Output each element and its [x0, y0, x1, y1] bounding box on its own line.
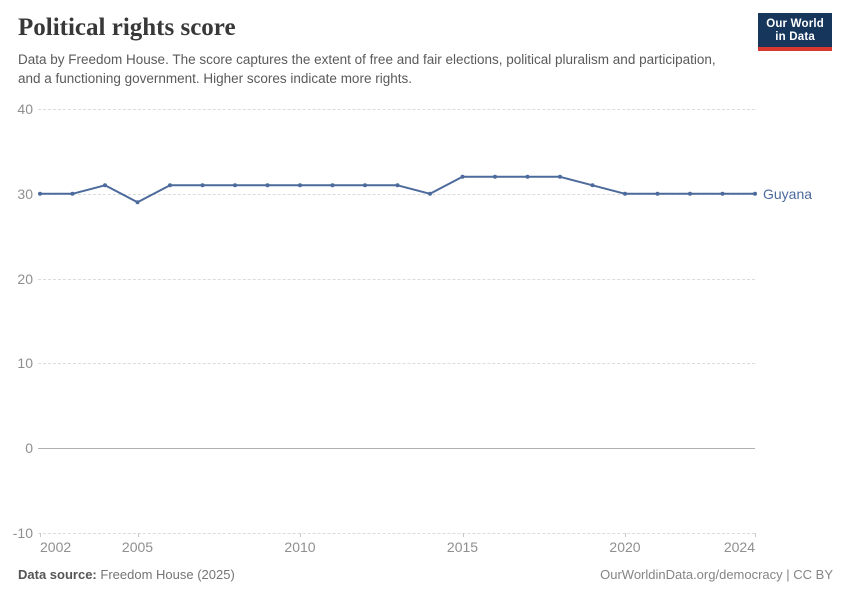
x-axis-label: 2020: [609, 538, 641, 555]
x-axis-tick: [755, 532, 756, 537]
owid-logo-line2: in Data: [775, 31, 815, 43]
y-axis-label: -10: [12, 524, 33, 541]
y-axis-label: 0: [25, 440, 33, 456]
y-axis-label: 10: [17, 355, 33, 372]
x-axis-tick: [462, 532, 464, 537]
chart-title: Political rights score: [18, 14, 236, 41]
x-axis-tick: [625, 532, 626, 537]
y-gridline-neg10: [38, 532, 755, 534]
y-gridline-0: [38, 448, 755, 449]
series-label-guyana[interactable]: Guyana: [763, 185, 813, 202]
x-axis-label: 2005: [121, 538, 154, 555]
data-source-label: Data source:: [18, 567, 97, 582]
owid-logo-line1: Our World: [766, 18, 824, 30]
chart-subtitle: Data by Freedom House. The score capture…: [18, 52, 716, 86]
x-axis-label: 2024: [723, 538, 755, 555]
y-gridline-30: [38, 193, 755, 195]
y-axis-label: 30: [17, 185, 33, 202]
chart-header: Political rights score Data by Freedom H…: [18, 13, 832, 88]
x-axis-label: 2002: [40, 538, 72, 555]
y-gridline-20: [38, 278, 755, 280]
x-axis-tick: [137, 532, 139, 537]
y-gridline-40: [38, 109, 755, 110]
x-axis-tick: [300, 532, 301, 537]
y-axis-label: 40: [17, 101, 33, 117]
x-axis-label: 2015: [446, 538, 479, 555]
data-source: Data source: Freedom House (2025): [18, 567, 235, 582]
y-axis-label: 20: [17, 270, 33, 287]
x-axis-tick: [40, 532, 41, 537]
chart-footer: Data source: Freedom House (2025) OurWor…: [18, 567, 833, 582]
x-axis-label: 2010: [284, 538, 316, 555]
footer-link[interactable]: OurWorldinData.org/democracy | CC BY: [600, 567, 833, 582]
y-gridline-10: [38, 363, 755, 365]
owid-logo[interactable]: Our World in Data: [758, 13, 832, 51]
data-source-value: Freedom House (2025): [100, 567, 235, 582]
